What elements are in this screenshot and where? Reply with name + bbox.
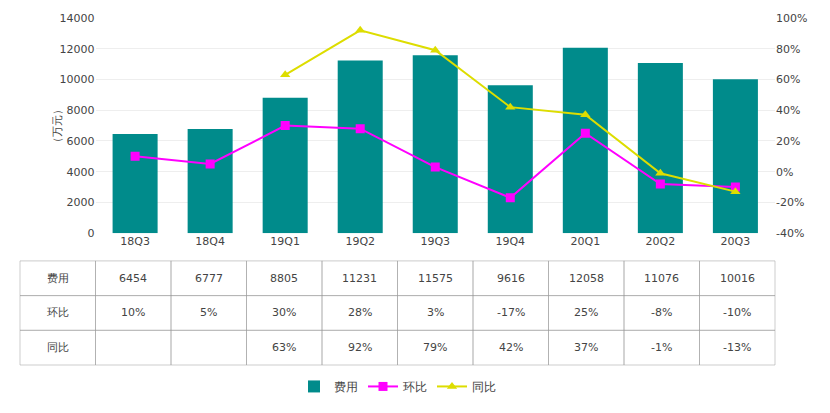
svg-text:14000: 14000 [60, 12, 95, 25]
svg-text:20Q2: 20Q2 [646, 235, 676, 248]
svg-text:6454: 6454 [119, 272, 147, 285]
svg-text:11575: 11575 [418, 272, 453, 285]
svg-text:100%: 100% [776, 12, 807, 25]
svg-text:28%: 28% [348, 306, 372, 319]
svg-text:42%: 42% [499, 341, 523, 354]
svg-text:-13%: -13% [723, 341, 751, 354]
svg-text:0%: 0% [776, 166, 793, 179]
svg-text:6000: 6000 [67, 135, 95, 148]
svg-text:20Q1: 20Q1 [571, 235, 601, 248]
svg-text:40%: 40% [776, 104, 800, 117]
svg-text:环比: 环比 [403, 380, 427, 394]
svg-text:20Q3: 20Q3 [721, 235, 751, 248]
svg-text:25%: 25% [574, 306, 598, 319]
svg-text:10%: 10% [121, 306, 145, 319]
svg-text:10000: 10000 [60, 73, 95, 86]
svg-text:30%: 30% [272, 306, 296, 319]
svg-text:4000: 4000 [67, 166, 95, 179]
svg-text:63%: 63% [272, 341, 296, 354]
svg-text:11076: 11076 [644, 272, 679, 285]
svg-text:9616: 9616 [497, 272, 525, 285]
svg-text:-40%: -40% [776, 227, 804, 240]
svg-text:10016: 10016 [720, 272, 755, 285]
svg-text:19Q4: 19Q4 [495, 235, 525, 248]
svg-text:8805: 8805 [270, 272, 298, 285]
svg-text:12058: 12058 [569, 272, 604, 285]
svg-text:-8%: -8% [651, 306, 672, 319]
svg-text:19Q3: 19Q3 [420, 235, 450, 248]
svg-text:（万元）: （万元） [52, 104, 65, 148]
svg-text:19Q1: 19Q1 [270, 235, 300, 248]
svg-text:11231: 11231 [342, 272, 377, 285]
svg-text:18Q3: 18Q3 [120, 235, 150, 248]
svg-text:-10%: -10% [723, 306, 751, 319]
svg-text:-17%: -17% [497, 306, 525, 319]
svg-text:19Q2: 19Q2 [345, 235, 375, 248]
svg-text:2000: 2000 [67, 196, 95, 209]
svg-text:80%: 80% [776, 43, 800, 56]
svg-text:0: 0 [88, 227, 95, 240]
svg-text:同比: 同比 [47, 341, 69, 354]
svg-text:60%: 60% [776, 73, 800, 86]
svg-text:费用: 费用 [334, 380, 358, 394]
svg-text:79%: 79% [423, 341, 447, 354]
svg-text:18Q4: 18Q4 [195, 235, 225, 248]
svg-text:6777: 6777 [195, 272, 223, 285]
svg-text:-20%: -20% [776, 196, 804, 209]
svg-text:8000: 8000 [67, 104, 95, 117]
svg-text:费用: 费用 [47, 272, 69, 285]
svg-text:20%: 20% [776, 135, 800, 148]
svg-text:同比: 同比 [472, 380, 496, 394]
svg-text:37%: 37% [574, 341, 598, 354]
svg-text:环比: 环比 [47, 306, 69, 319]
svg-text:3%: 3% [427, 306, 444, 319]
svg-text:5%: 5% [200, 306, 217, 319]
svg-text:12000: 12000 [60, 43, 95, 56]
svg-text:-1%: -1% [651, 341, 672, 354]
svg-text:92%: 92% [348, 341, 372, 354]
